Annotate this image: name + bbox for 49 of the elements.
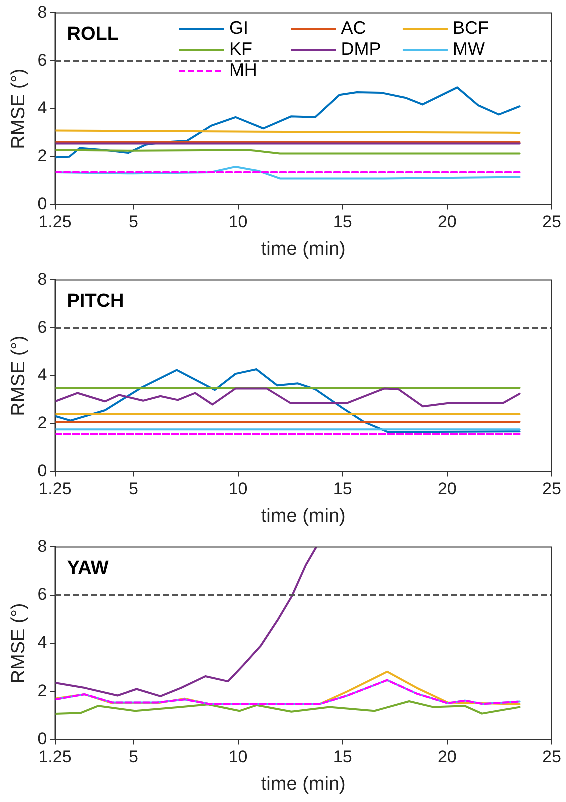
text: PITCH xyxy=(67,290,124,312)
x-tick-label: 15 xyxy=(333,212,352,232)
y-tick-label: 6 xyxy=(38,318,48,337)
x-tick-label: 20 xyxy=(438,480,457,499)
y-tick-label: 0 xyxy=(38,194,48,214)
y-tick-label: 8 xyxy=(38,2,48,22)
legend-label: MW xyxy=(452,39,485,60)
y-tick-label: 0 xyxy=(38,729,48,748)
y-tick-label: 2 xyxy=(38,146,48,166)
x-tick-label: 5 xyxy=(128,748,138,767)
x-tick-label: 1.25 xyxy=(38,480,72,499)
y-tick-label: 6 xyxy=(38,50,48,70)
legend-label: DMP xyxy=(341,39,382,60)
y-tick-label: 4 xyxy=(38,633,48,652)
x-tick-label: 20 xyxy=(438,748,457,767)
legend-label: MH xyxy=(229,60,258,80)
legend-label: BCF xyxy=(452,18,489,38)
x-tick-label: 10 xyxy=(228,480,248,499)
y-axis-title: RMSE (°) xyxy=(8,68,30,150)
y-tick-label: 2 xyxy=(38,414,48,433)
x-tick-label: 25 xyxy=(542,212,562,232)
x-tick-label: 1.25 xyxy=(38,212,72,232)
y-tick-label: 4 xyxy=(38,366,48,385)
x-tick-label: 25 xyxy=(542,748,562,767)
x-tick-label: 1.25 xyxy=(38,748,72,767)
x-axis-title: time (min) xyxy=(261,238,346,260)
y-tick-label: 2 xyxy=(38,681,48,700)
x-tick-label: 15 xyxy=(333,480,352,499)
text: ROLL xyxy=(67,24,120,45)
y-tick-label: 8 xyxy=(38,536,48,556)
y-tick-label: 4 xyxy=(38,98,48,118)
x-axis-title: time (min) xyxy=(261,774,346,795)
y-tick-label: 0 xyxy=(38,461,48,480)
legend-label: GI xyxy=(229,18,248,38)
text: YAW xyxy=(67,558,109,579)
x-tick-label: 5 xyxy=(128,480,138,499)
x-tick-label: 25 xyxy=(542,480,562,499)
x-tick-label: 10 xyxy=(228,748,248,767)
y-tick-label: 6 xyxy=(38,585,48,604)
x-tick-label: 5 xyxy=(128,212,138,232)
x-tick-label: 20 xyxy=(438,212,457,232)
y-axis-title: RMSE (°) xyxy=(8,603,30,684)
y-axis-title: RMSE (°) xyxy=(8,336,30,416)
legend-label: KF xyxy=(229,39,252,60)
legend-label: AC xyxy=(341,18,366,38)
y-tick-label: 8 xyxy=(38,270,48,289)
x-tick-label: 15 xyxy=(333,748,352,767)
x-axis-title: time (min) xyxy=(261,506,346,527)
x-tick-label: 10 xyxy=(228,212,248,232)
